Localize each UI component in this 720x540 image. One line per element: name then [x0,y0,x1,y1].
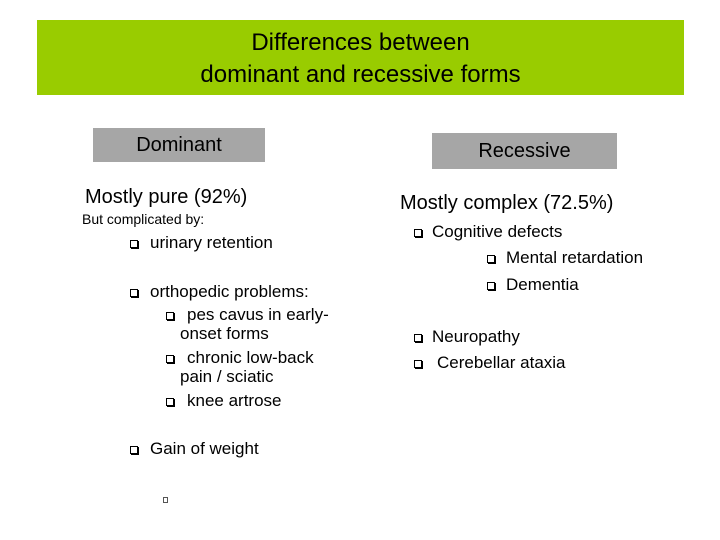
bullet [130,446,138,454]
left-item: orthopedic problems: [150,282,309,301]
right-item: Cognitive defects [432,222,563,241]
sub-bullet [487,255,495,263]
left-item: Gain of weight [150,439,259,458]
empty-bullet [163,497,168,503]
sub-bullet [166,312,174,320]
sub-bullet [166,398,174,406]
left-note: But complicated by: [82,211,205,227]
dominant-label: Dominant [93,128,265,162]
right-item: Cerebellar ataxia [437,353,566,372]
left-item: urinary retention [150,233,273,252]
bullet [414,229,422,237]
left-subitem: chronic low-back pain / sciatic [180,348,314,386]
bullet [130,289,138,297]
left-subitem: pes cavus in early-onset forms [180,305,329,343]
left-subitem: knee artrose [187,391,282,410]
right-item: Neuropathy [432,327,520,346]
right-subitem: Mental retardation [506,248,644,267]
title-box [37,20,684,95]
recessive-label: Recessive [432,133,617,169]
sub-bullet [487,282,495,290]
title-line: Differences between [251,29,470,56]
bullet [414,334,422,342]
left-summary: Mostly pure (92%) [85,186,248,208]
title-line: dominant and recessive forms [200,61,521,88]
right-subitem: Dementia [506,275,579,294]
bullet [414,360,422,368]
sub-bullet [166,355,174,363]
right-summary: Mostly complex (72.5%) [400,192,614,214]
bullet [130,240,138,248]
